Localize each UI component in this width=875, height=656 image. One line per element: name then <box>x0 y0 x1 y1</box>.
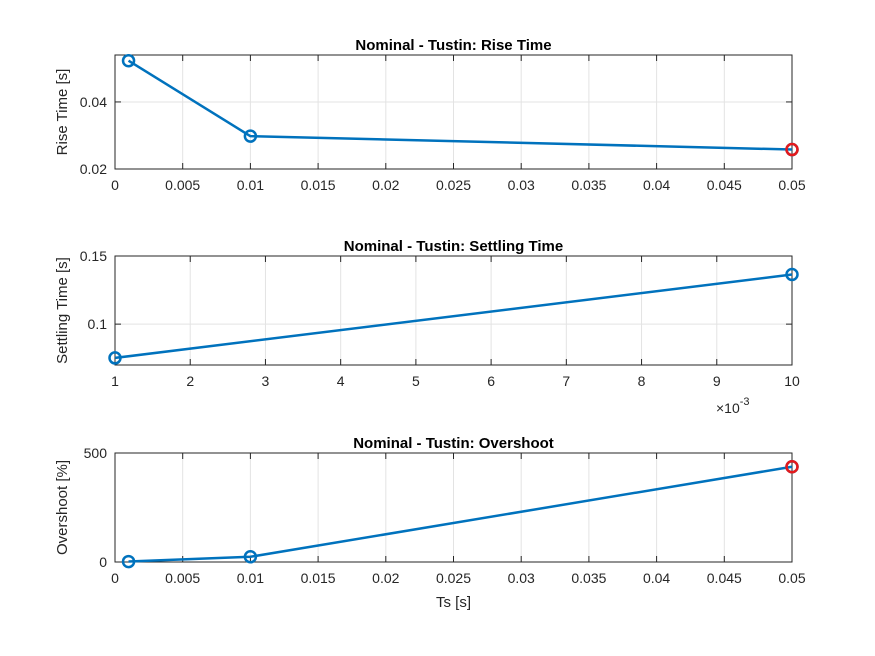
x-tick-label: 0.005 <box>165 570 200 586</box>
x-tick-label: 0.03 <box>508 177 535 193</box>
x-exponent-base: ×10 <box>716 400 740 416</box>
series-line <box>128 465 793 563</box>
y-tick-label: 0.04 <box>80 94 107 110</box>
chart-title: Nominal - Tustin: Settling Time <box>344 238 563 255</box>
x-tick-label: 0.035 <box>571 570 606 586</box>
x-tick-label: 0.045 <box>707 177 742 193</box>
y-tick-label: 0.15 <box>80 248 107 264</box>
x-tick-label: 8 <box>638 373 646 389</box>
y-axis-label: Rise Time [s] <box>54 69 71 156</box>
x-tick-label: 0 <box>111 570 119 586</box>
data-point <box>108 351 122 365</box>
data-point <box>121 554 136 569</box>
x-tick-label: 4 <box>337 373 345 389</box>
x-exponent-power: -3 <box>740 396 750 408</box>
x-tick-label: 10 <box>784 373 800 389</box>
subplot-2: 1 2 3 4 5 6 7 8 9 10 0.1 0.15 Nominal - Tustin: Sett… <box>54 238 800 416</box>
x-tick-label: 0.035 <box>571 177 606 193</box>
y-tick-label: 500 <box>84 445 108 461</box>
x-tick-label: 0.05 <box>778 177 805 193</box>
x-tick-label: 0 <box>111 177 119 193</box>
x-tick-label: 0.025 <box>436 570 471 586</box>
data-point <box>243 129 258 143</box>
x-tick-label: 0.04 <box>643 570 670 586</box>
x-tick-label: 0.04 <box>643 177 670 193</box>
x-tick-label: 0.02 <box>372 177 399 193</box>
x-tick-label: 0.05 <box>778 570 805 586</box>
x-axis-label: Ts [s] <box>436 594 471 611</box>
x-tick-label: 0.01 <box>237 570 264 586</box>
y-axis-label: Settling Time [s] <box>54 257 71 364</box>
y-tick-label: 0 <box>99 554 107 570</box>
y-tick-label: 0.02 <box>80 161 107 177</box>
x-tick-label: 2 <box>186 373 194 389</box>
chart-title: Nominal - Tustin: Overshoot <box>353 435 554 452</box>
axes-box <box>114 255 793 366</box>
data-point <box>121 53 136 68</box>
x-exponent-label: ×10-3 <box>716 396 750 416</box>
plot-area <box>115 256 792 365</box>
x-tick-label: 0.03 <box>508 570 535 586</box>
x-tick-label: 6 <box>487 373 495 389</box>
x-tick-label: 1 <box>111 373 119 389</box>
x-tick-label: 0.015 <box>301 177 336 193</box>
series-line <box>114 273 793 360</box>
x-tick-label: 3 <box>262 373 270 389</box>
x-tick-label: 9 <box>713 373 721 389</box>
x-tick-label: 0.025 <box>436 177 471 193</box>
x-tick-label: 0.02 <box>372 570 399 586</box>
chart-title: Nominal - Tustin: Rise Time <box>355 37 551 54</box>
data-point <box>785 267 799 282</box>
x-tick-label: 0.01 <box>237 177 264 193</box>
y-tick-label: 0.1 <box>88 316 108 332</box>
x-tick-label: 0.015 <box>301 570 336 586</box>
series-line <box>127 59 793 151</box>
highlight-point <box>785 459 799 474</box>
data-point <box>243 550 258 564</box>
highlight-point <box>785 142 799 157</box>
x-tick-label: 5 <box>412 373 420 389</box>
subplot-3: 0 0.005 0.01 0.015 0.02 0.025 0.03 0.035 0.04 0.0… <box>54 435 806 611</box>
x-tick-label: 0.045 <box>707 570 742 586</box>
x-tick-label: 0.005 <box>165 177 200 193</box>
y-axis-label: Overshoot [%] <box>54 460 71 555</box>
x-tick-label: 7 <box>562 373 570 389</box>
subplot-1: 0 0.005 0.01 0.015 0.02 0.025 0.03 0.035 0.04 0.0… <box>54 37 806 193</box>
